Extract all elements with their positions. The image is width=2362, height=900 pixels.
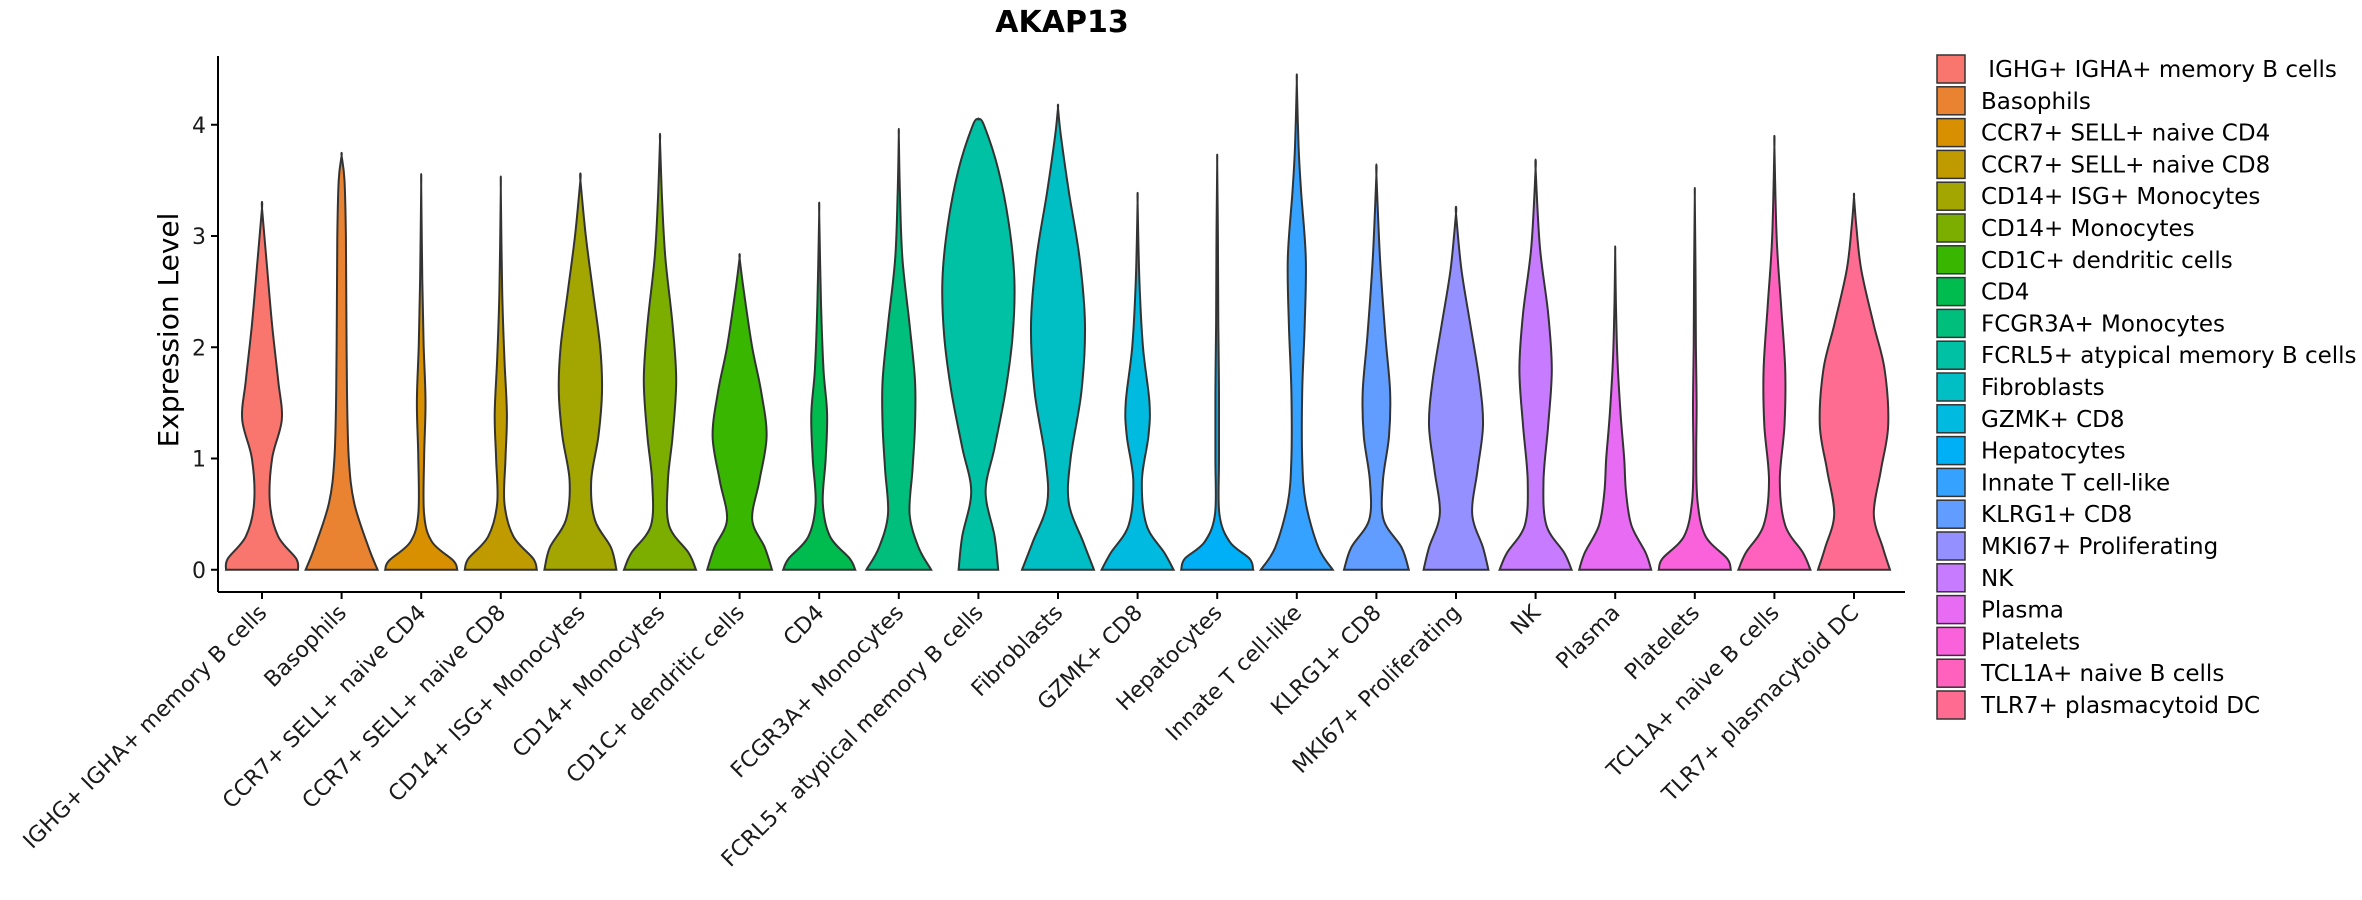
legend-item-label: CCR7+ SELL+ naive CD8: [1981, 152, 2270, 178]
y-tick-label: 2: [192, 336, 206, 361]
x-tick-label: Plasma: [1552, 601, 1626, 675]
y-tick-label: 1: [192, 448, 206, 473]
legend-swatch: [1936, 594, 1966, 625]
legend-item-label: IGHG+ IGHA+ memory B cells: [1981, 57, 2337, 83]
violin-fcrl5-atypical-memory-b-cells: [941, 117, 1016, 571]
legend-item-label: Fibroblasts: [1981, 375, 2105, 401]
legend-item-label: GZMK+ CD8: [1981, 407, 2125, 433]
legend-item-label: CCR7+ SELL+ naive CD4: [1981, 121, 2270, 147]
plot-area: [224, 73, 1892, 571]
legend-swatch: [1936, 531, 1966, 561]
legend-item-label: CD4: [1981, 280, 2029, 306]
violin-gzmk-cd8: [1099, 191, 1176, 571]
legend-item-label: Innate T cell-like: [1981, 470, 2170, 496]
violin-ccr7-sell-naive-cd4: [383, 173, 459, 571]
x-tick-label: CD4: [779, 601, 829, 651]
legend-item-label: TCL1A+ naive B cells: [1980, 661, 2224, 687]
legend-item-label: Platelets: [1981, 629, 2080, 655]
legend-item-label: KLRG1+ CD8: [1981, 502, 2132, 528]
y-axis: 0 1 2 3 4: [192, 56, 219, 592]
violin-tcl1a-naive-b-cells: [1736, 134, 1812, 571]
x-tick-label: NK: [1506, 600, 1546, 640]
legend-item-label: CD14+ ISG+ Monocytes: [1981, 184, 2260, 210]
x-axis: IGHG+ IGHA+ memory B cellsBasophilsCCR7+…: [19, 591, 1905, 872]
legend-swatch: [1936, 308, 1966, 339]
x-tick-label: CD14+ Monocytes: [508, 601, 670, 763]
violin-ccr7-sell-naive-cd8: [463, 175, 539, 571]
y-tick-label: 3: [192, 225, 206, 250]
violin-cd14-monocytes: [622, 132, 698, 571]
legend-item-label: CD1C+ dendritic cells: [1981, 248, 2233, 274]
violin-cd1c-dendritic-cells: [705, 253, 774, 571]
legend-swatch: [1936, 181, 1966, 211]
violin-ighg-igha-memory-b-cells: [224, 200, 300, 571]
legend-swatch: [1936, 404, 1966, 434]
x-tick-label: Innate T cell-like: [1161, 601, 1307, 747]
y-axis-title: Expression Level: [152, 213, 185, 448]
legend-item-label: MKI67+ Proliferating: [1981, 534, 2218, 560]
legend-item-label: Plasma: [1981, 598, 2064, 624]
legend-swatch: [1936, 467, 1966, 498]
legend: IGHG+ IGHA+ memory B cells Basophils CCR7+…: [1936, 54, 2357, 720]
violin-fcgr3a-monocytes: [864, 127, 933, 571]
violin-klrg1-cd8: [1342, 163, 1411, 571]
legend-item-label: Hepatocytes: [1981, 439, 2126, 465]
legend-swatch: [1936, 626, 1966, 657]
legend-item-label: FCRL5+ atypical memory B cells: [1981, 343, 2357, 369]
legend-swatch: [1936, 86, 1966, 116]
legend-swatch: [1936, 54, 1966, 84]
violin-basophils: [304, 151, 380, 571]
legend-item-label: FCGR3A+ Monocytes: [1981, 311, 2225, 337]
x-tick-label: Platelets: [1620, 601, 1705, 686]
violin-hepatocytes: [1179, 153, 1255, 571]
legend-swatch: [1936, 149, 1966, 180]
legend-swatch: [1936, 690, 1966, 720]
violin-cd4: [781, 201, 857, 571]
legend-item-label: CD14+ Monocytes: [1981, 216, 2195, 242]
violin-mki67-proliferating: [1422, 205, 1490, 571]
y-tick-label: 4: [192, 114, 206, 139]
violin-plasma: [1577, 245, 1653, 571]
legend-swatch: [1936, 499, 1966, 529]
violin-nk: [1498, 158, 1574, 571]
legend-swatch: [1936, 563, 1966, 593]
violin-innate-t-cell-like: [1258, 73, 1335, 571]
legend-swatch: [1936, 372, 1966, 402]
x-tick-label: IGHG+ IGHA+ memory B cells: [19, 601, 272, 854]
legend-swatch: [1936, 245, 1966, 275]
legend-swatch: [1936, 117, 1966, 148]
legend-item-label: TLR7+ plasmacytoid DC: [1980, 693, 2260, 719]
violin-tlr7-plasmacytoid-dc: [1816, 192, 1892, 571]
legend-swatch: [1936, 213, 1966, 243]
chart-title: AKAP13: [995, 5, 1128, 40]
legend-item-label: Basophils: [1981, 89, 2091, 115]
violin-cd14-isg-monocytes: [543, 172, 618, 571]
legend-item-label: NK: [1981, 566, 2014, 592]
legend-swatch: [1936, 340, 1966, 370]
legend-swatch: [1936, 435, 1966, 466]
violin-platelets: [1657, 187, 1733, 571]
violin-fibroblasts: [1020, 103, 1096, 571]
legend-swatch: [1936, 658, 1966, 688]
y-tick-label: 0: [192, 559, 206, 584]
legend-swatch: [1936, 276, 1966, 307]
